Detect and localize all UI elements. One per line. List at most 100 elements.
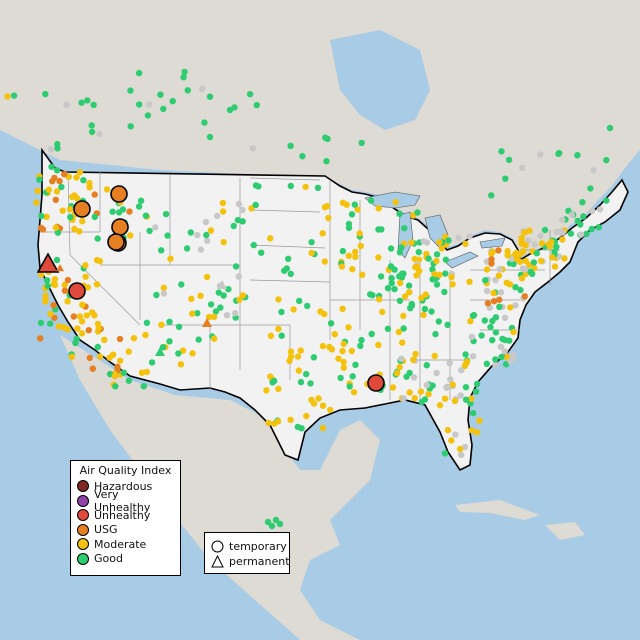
monitor-site	[60, 324, 67, 331]
monitor-site	[166, 338, 173, 345]
monitor-site	[37, 319, 45, 327]
monitor-site	[338, 263, 346, 270]
monitor-site	[449, 381, 456, 388]
monitor-site	[220, 292, 227, 299]
monitor-site	[389, 384, 397, 391]
monitor-site	[189, 350, 196, 357]
monitor-site	[346, 383, 353, 390]
monitor-site	[513, 255, 521, 262]
monitor-site	[526, 227, 533, 234]
monitor-site	[468, 395, 475, 402]
monitor-site	[461, 443, 469, 451]
monitor-site	[37, 271, 45, 278]
monitor-site	[64, 276, 72, 284]
monitor-site	[4, 93, 11, 100]
monitor-site	[396, 249, 404, 256]
monitor-site	[55, 323, 63, 330]
monitor-site	[403, 373, 410, 380]
monitor-site	[444, 426, 452, 434]
monitor-site	[399, 339, 406, 346]
monitor-site-large	[107, 233, 125, 251]
monitor-site	[387, 245, 395, 252]
monitor-site	[492, 329, 500, 336]
monitor-site	[181, 68, 188, 76]
monitor-site	[112, 383, 119, 390]
monitor-site	[345, 252, 352, 259]
monitor-site	[143, 368, 150, 376]
monitor-site	[379, 308, 386, 316]
monitor-site	[357, 242, 364, 250]
monitor-site	[492, 276, 499, 284]
monitor-site	[391, 266, 398, 273]
monitor-site	[303, 370, 310, 378]
monitor-site	[82, 273, 89, 280]
monitor-site	[438, 245, 445, 252]
monitor-site	[559, 229, 566, 236]
monitor-site	[144, 112, 152, 119]
monitor-site	[319, 402, 327, 409]
monitor-site	[74, 325, 81, 332]
monitor-site	[473, 380, 481, 388]
monitor-site	[272, 516, 280, 524]
monitor-site	[34, 187, 41, 194]
monitor-site	[119, 206, 127, 213]
monitor-site	[384, 325, 392, 332]
monitor-site	[327, 406, 334, 414]
monitor-site	[68, 353, 75, 360]
monitor-site	[239, 218, 246, 225]
monitor-site	[375, 205, 382, 212]
legend-item-permanent: permanent	[211, 554, 290, 569]
monitor-site	[518, 240, 525, 247]
monitor-site	[61, 171, 68, 178]
monitor-site	[545, 241, 552, 248]
monitor-site	[217, 304, 224, 311]
monitor-site	[492, 314, 500, 321]
mexico-landmass	[60, 335, 380, 640]
monitor-site	[503, 353, 511, 361]
monitor-site	[345, 324, 352, 331]
monitor-site	[281, 267, 288, 274]
monitor-site	[194, 231, 201, 239]
monitor-site	[285, 255, 292, 262]
monitor-site	[73, 335, 80, 342]
monitor-site	[252, 201, 259, 209]
monitor-site	[468, 333, 475, 341]
monitor-site	[492, 361, 499, 369]
monitor-sites	[4, 68, 614, 530]
monitor-site	[287, 353, 295, 360]
monitor-site	[143, 319, 151, 326]
monitor-site	[497, 289, 505, 296]
monitor-site	[467, 400, 474, 407]
monitor-site	[211, 335, 218, 342]
monitor-site	[512, 250, 519, 258]
monitor-site	[220, 238, 227, 246]
monitor-site	[197, 292, 204, 299]
monitor-site	[85, 327, 93, 334]
monitor-site	[52, 224, 60, 231]
monitor-site	[444, 383, 451, 390]
monitor-site	[276, 520, 284, 528]
monitor-site	[495, 272, 503, 279]
monitor-site	[137, 197, 145, 204]
monitor-site	[203, 231, 210, 239]
monitor-site	[555, 150, 562, 157]
monitor-site	[512, 302, 519, 309]
monitor-site	[94, 235, 101, 242]
monitor-site	[378, 226, 385, 233]
circle-icon	[211, 540, 224, 553]
monitor-site	[553, 243, 560, 250]
monitor-site	[278, 308, 285, 316]
monitor-site	[400, 395, 407, 402]
monitor-site	[595, 224, 602, 231]
monitor-site	[469, 353, 477, 360]
monitor-site	[406, 289, 413, 296]
monitor-site	[376, 296, 383, 303]
cuba	[455, 500, 540, 520]
monitor-site	[339, 347, 346, 355]
monitor-site	[47, 310, 54, 318]
monitor-site	[401, 293, 409, 300]
monitor-site	[50, 302, 57, 309]
monitor-site	[445, 237, 452, 244]
monitor-site-permanent	[56, 264, 64, 272]
monitor-site	[321, 204, 329, 211]
